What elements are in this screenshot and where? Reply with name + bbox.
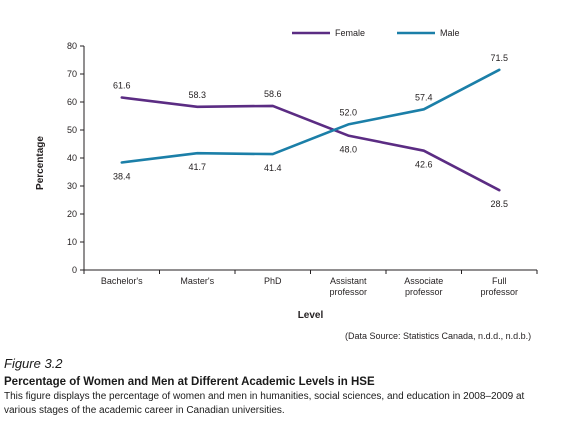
y-tick-label: 80 [67,41,77,51]
x-axis-title: Level [298,310,324,321]
y-tick-label: 10 [67,237,77,247]
data-source-note: (Data Source: Statistics Canada, n.d.d.,… [345,331,532,341]
data-label-male: 57.4 [415,92,433,102]
y-axis-title: Percentage [35,136,46,190]
y-tick-label: 50 [67,125,77,135]
y-tick-label: 0 [72,265,77,275]
data-label-male: 52.0 [339,107,357,117]
x-tick-label: professor [480,287,518,297]
x-tick-label: Bachelor's [101,276,143,286]
data-label-male: 38.4 [113,171,131,181]
x-tick-label: PhD [264,276,282,286]
data-label-female: 48.0 [339,145,357,155]
figure-title: Percentage of Women and Men at Different… [4,376,375,388]
x-tick-label: professor [329,287,367,297]
y-tick-label: 20 [67,209,77,219]
line-chart: 0 10 20 30 40 50 60 70 80 Bachelor's Master's PhD As… [35,28,538,321]
data-label-male: 41.4 [264,163,282,173]
y-tick-label: 30 [67,181,77,191]
legend-label-female: Female [335,28,365,38]
y-tick-label: 70 [67,69,77,79]
data-label-male: 71.5 [490,53,508,63]
data-label-female: 42.6 [415,160,433,170]
series-line-female [120,96,501,192]
x-tick-label: professor [405,287,443,297]
series-line-male [120,68,501,164]
data-label-female: 61.6 [113,81,131,91]
y-tick-label: 60 [67,97,77,107]
data-label-male: 41.7 [188,162,206,172]
data-label-female: 58.3 [188,90,206,100]
data-label-female: 28.5 [490,199,508,209]
x-tick-label: Associate [404,276,443,286]
x-tick-label: Full [492,276,507,286]
y-tick-label: 40 [67,153,77,163]
x-tick-label: Assistant [330,276,367,286]
legend-label-male: Male [440,28,460,38]
data-label-female: 58.6 [264,89,282,99]
figure-description: This figure displays the percentage of w… [4,391,525,416]
figure-number: Figure 3.2 [4,356,63,371]
x-tick-label: Master's [180,276,214,286]
figure-caption: Figure 3.2 Percentage of Women and Men a… [4,356,564,418]
